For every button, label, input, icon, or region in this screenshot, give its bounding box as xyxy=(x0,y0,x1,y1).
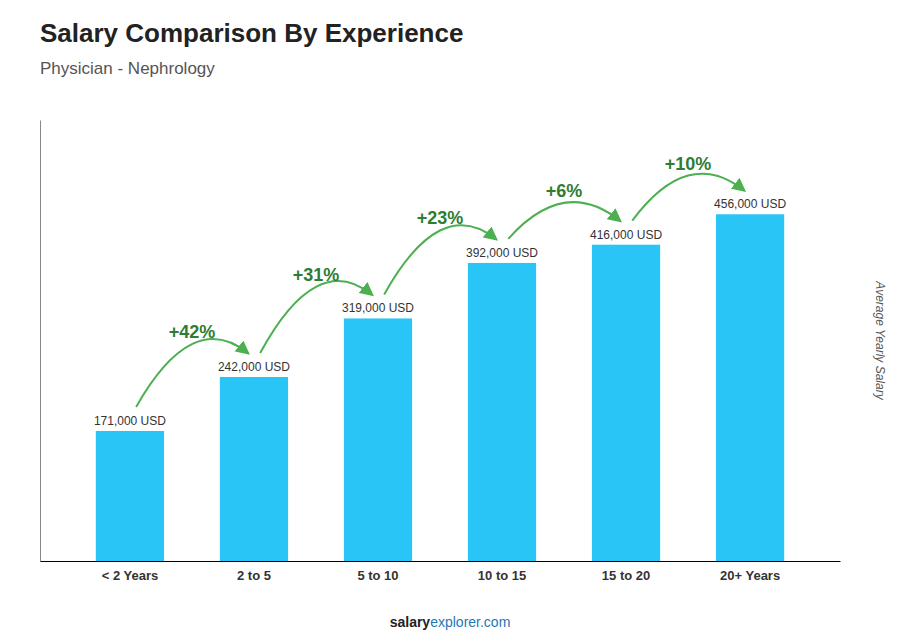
change-label: +10% xyxy=(665,154,712,174)
x-axis-line xyxy=(41,561,841,562)
x-tick-label: < 2 Years xyxy=(102,568,159,583)
bar xyxy=(468,263,536,561)
x-tick: 20+ Years xyxy=(720,568,780,583)
x-tick: 5 to 10 xyxy=(357,568,398,583)
bars xyxy=(96,214,784,561)
x-tick-label: 5 to 10 xyxy=(357,568,398,583)
x-tick-label: 20+ Years xyxy=(720,568,780,583)
x-tick-label: 15 to 20 xyxy=(602,568,650,583)
data-label: 171,000 USD xyxy=(94,414,166,428)
change-label: +42% xyxy=(169,322,216,342)
bar xyxy=(592,245,660,561)
x-tick: < 2 Years xyxy=(102,568,159,583)
x-tick: 2 to 5 xyxy=(237,568,271,583)
data-labels: 171,000 USD 242,000 USD 319,000 USD 392,000… xyxy=(94,197,787,428)
change-arrow xyxy=(508,202,620,239)
x-tick: 10 to 15 xyxy=(478,568,526,583)
bar xyxy=(716,214,784,561)
subtitle: Physician - Nephrology xyxy=(40,59,215,78)
title: Salary Comparison By Experience xyxy=(40,18,463,48)
bar xyxy=(220,377,288,561)
change-arrow xyxy=(632,174,744,221)
chart: Salary Comparison By Experience Physician… xyxy=(0,0,900,641)
data-label: 416,000 USD xyxy=(590,228,662,242)
change-arrow xyxy=(384,225,496,294)
y-axis-line xyxy=(40,121,41,562)
annotations: +42% +31% +23% +6% +10% xyxy=(136,154,744,407)
y-axis xyxy=(40,121,41,562)
footer: salaryexplorer.com xyxy=(390,614,511,630)
plot: < 2 Years 2 to 5 5 to 10 10 to 15 15 to 20 20… xyxy=(41,121,841,584)
change-label: +23% xyxy=(417,208,464,228)
x-tick: 15 to 20 xyxy=(602,568,650,583)
y-axis-title: Average Yearly Salary xyxy=(873,280,887,400)
change-arrow xyxy=(136,339,248,407)
footer-normal: explorer.com xyxy=(430,614,510,630)
x-tick-label: 10 to 15 xyxy=(478,568,526,583)
change-label: +31% xyxy=(293,265,340,285)
change-label: +6% xyxy=(546,181,583,201)
data-label: 456,000 USD xyxy=(714,197,786,211)
change-arrow xyxy=(260,281,372,353)
bar xyxy=(96,431,164,561)
data-label: 319,000 USD xyxy=(342,301,414,315)
data-label: 242,000 USD xyxy=(218,360,290,374)
footer-bold: salary xyxy=(390,614,431,630)
data-label: 392,000 USD xyxy=(466,246,538,260)
x-tick-label: 2 to 5 xyxy=(237,568,271,583)
x-axis: < 2 Years 2 to 5 5 to 10 10 to 15 15 to 20 20… xyxy=(41,562,841,584)
bar xyxy=(344,318,412,561)
